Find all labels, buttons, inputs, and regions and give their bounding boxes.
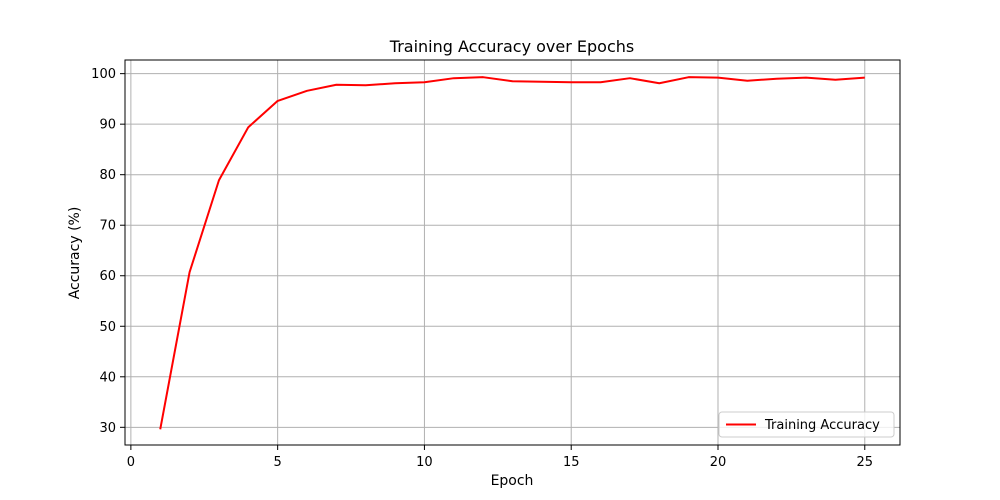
y-tick-label: 80 <box>99 168 116 183</box>
grid <box>125 60 900 445</box>
y-tick-label: 90 <box>99 118 116 133</box>
chart-title: Training Accuracy over Epochs <box>389 37 634 56</box>
legend: Training Accuracy <box>718 411 895 438</box>
x-axis: 0 5 10 15 20 25 <box>127 445 873 470</box>
y-tick-label: 30 <box>99 421 116 436</box>
x-tick-label: 15 <box>563 455 580 470</box>
plot-area-frame <box>124 59 901 446</box>
x-tick-label: 10 <box>416 455 433 470</box>
y-tick-label: 100 <box>91 67 116 82</box>
y-axis-title: Accuracy (%) <box>67 207 83 300</box>
series-layer <box>159 76 865 430</box>
y-tick-label: 70 <box>99 219 116 234</box>
x-axis-title: Epoch <box>491 473 534 489</box>
y-tick-label: 60 <box>99 269 116 284</box>
y-tick-label: 40 <box>99 370 116 385</box>
legend-box <box>718 411 895 438</box>
x-tick-label: 20 <box>710 455 727 470</box>
legend-label: Training Accuracy <box>764 418 880 433</box>
x-tick-label: 0 <box>127 455 135 470</box>
x-tick-label: 25 <box>856 455 873 470</box>
y-tick-label: 50 <box>99 320 116 335</box>
x-tick-label: 5 <box>274 455 282 470</box>
y-axis: 30 40 50 60 70 80 90 100 <box>91 67 125 436</box>
